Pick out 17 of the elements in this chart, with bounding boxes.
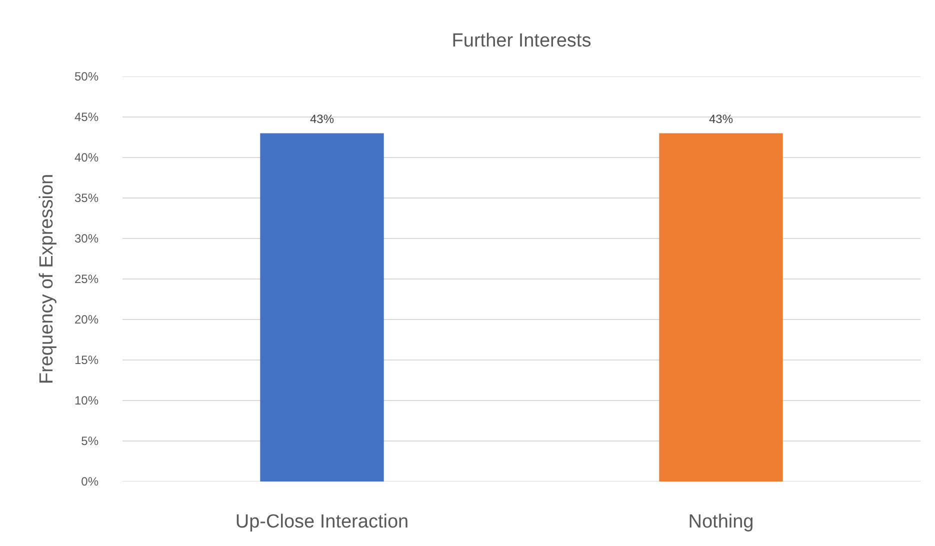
data-label: 43% — [708, 112, 734, 126]
y-tick-label: 50% — [74, 70, 99, 84]
y-tick-label: 35% — [74, 191, 99, 205]
y-tick-label: 5% — [81, 434, 99, 448]
data-label: 43% — [310, 112, 334, 126]
y-tick-label: 10% — [74, 394, 99, 408]
y-axis-title: Frequency of Expression — [36, 174, 58, 384]
y-tick-label: 30% — [74, 232, 99, 246]
x-tick-label: Nothing — [688, 512, 754, 532]
y-tick-label: 0% — [81, 474, 99, 488]
x-tick-label: Up-Close Interaction — [235, 512, 409, 532]
chart-title: Further Interests — [452, 30, 592, 52]
y-tick-label: 45% — [74, 110, 99, 124]
y-tick-label: 15% — [74, 353, 99, 367]
y-tick-label: 25% — [74, 272, 99, 286]
y-tick-label: 20% — [74, 312, 99, 326]
y-tick-label: 40% — [74, 150, 99, 164]
